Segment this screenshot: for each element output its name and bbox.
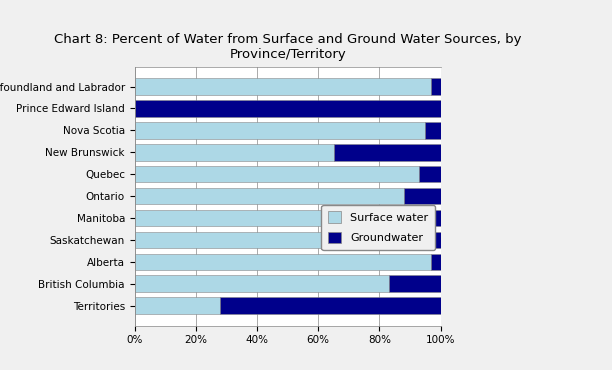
- Bar: [419, 166, 441, 182]
- Bar: [135, 144, 334, 161]
- Bar: [135, 253, 431, 270]
- Bar: [135, 276, 389, 292]
- Bar: [404, 188, 441, 204]
- Title: Chart 8: Percent of Water from Surface and Ground Water Sources, by
Province/Ter: Chart 8: Percent of Water from Surface a…: [54, 33, 521, 61]
- Bar: [220, 297, 441, 314]
- Bar: [431, 253, 441, 270]
- Bar: [135, 188, 404, 204]
- Bar: [135, 166, 419, 182]
- Bar: [431, 78, 441, 95]
- Bar: [389, 276, 441, 292]
- Bar: [135, 232, 395, 248]
- Bar: [428, 210, 441, 226]
- Bar: [425, 122, 441, 139]
- Bar: [334, 144, 441, 161]
- Legend: Surface water, Groundwater: Surface water, Groundwater: [321, 205, 435, 250]
- Bar: [395, 232, 441, 248]
- Bar: [135, 297, 220, 314]
- Bar: [135, 100, 441, 117]
- Bar: [135, 122, 425, 139]
- Bar: [135, 210, 428, 226]
- Bar: [135, 78, 431, 95]
